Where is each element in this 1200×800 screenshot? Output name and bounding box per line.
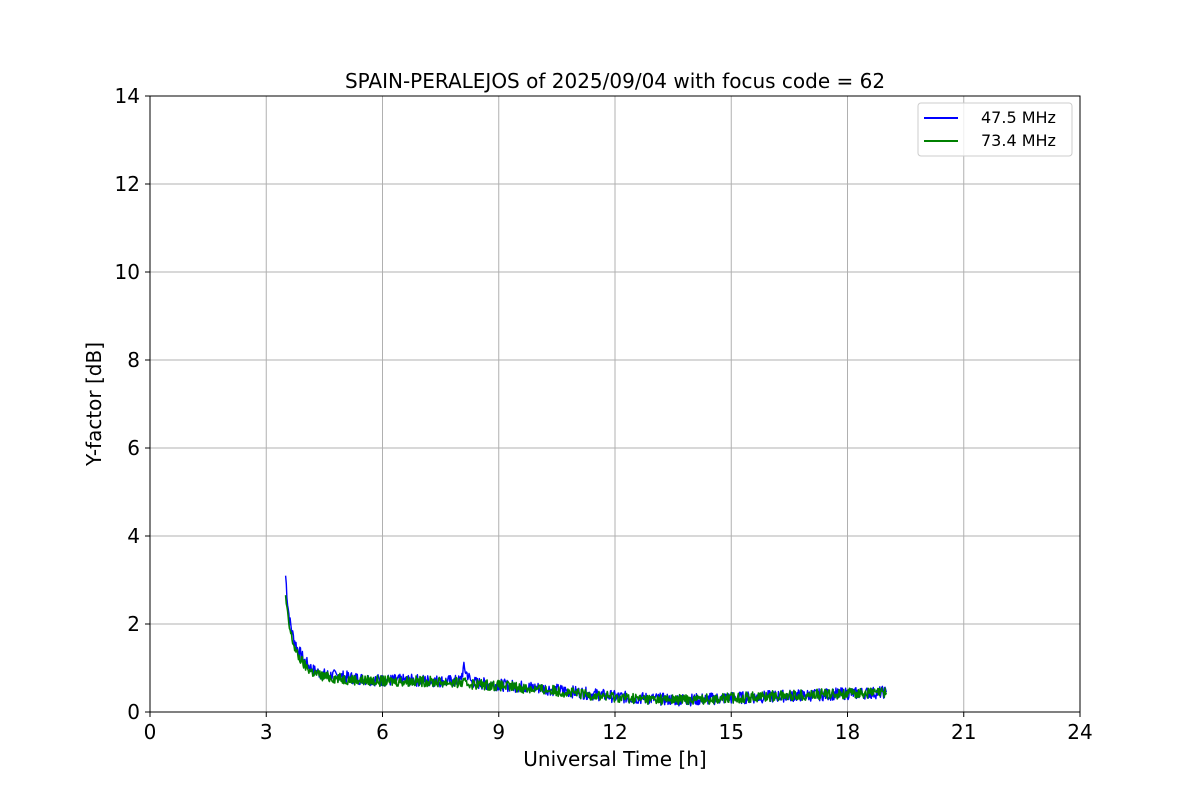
x-tick-label: 21 bbox=[951, 720, 976, 744]
series-line-1 bbox=[284, 575, 887, 707]
x-tick-label: 24 bbox=[1067, 720, 1092, 744]
y-tick-label: 6 bbox=[127, 436, 140, 460]
series-line-2 bbox=[284, 595, 888, 706]
y-tick-label: 12 bbox=[115, 172, 140, 196]
legend-label-1: 47.5 MHz bbox=[981, 108, 1056, 127]
y-tick-label: 0 bbox=[127, 700, 140, 724]
y-tick-label: 10 bbox=[115, 260, 140, 284]
series-lines bbox=[284, 575, 888, 707]
x-axis-label: Universal Time [h] bbox=[523, 747, 706, 771]
x-tick-label: 9 bbox=[492, 720, 505, 744]
y-tick-label: 2 bbox=[127, 612, 140, 636]
legend: 47.5 MHz 73.4 MHz bbox=[917, 102, 1073, 157]
y-tick-label: 14 bbox=[115, 84, 140, 108]
x-tick-label: 12 bbox=[602, 720, 627, 744]
y-tick-label: 8 bbox=[127, 348, 140, 372]
x-tick-label: 6 bbox=[376, 720, 389, 744]
x-tick-label: 18 bbox=[835, 720, 860, 744]
legend-box bbox=[917, 102, 1073, 157]
x-tick-label: 0 bbox=[144, 720, 157, 744]
x-tick-label: 3 bbox=[260, 720, 273, 744]
chart-title: SPAIN-PERALEJOS of 2025/09/04 with focus… bbox=[345, 69, 885, 93]
legend-label-2: 73.4 MHz bbox=[981, 131, 1056, 150]
x-tick-label: 15 bbox=[719, 720, 744, 744]
y-tick-label: 4 bbox=[127, 524, 140, 548]
y-axis-label: Y-factor [dB] bbox=[82, 342, 106, 467]
